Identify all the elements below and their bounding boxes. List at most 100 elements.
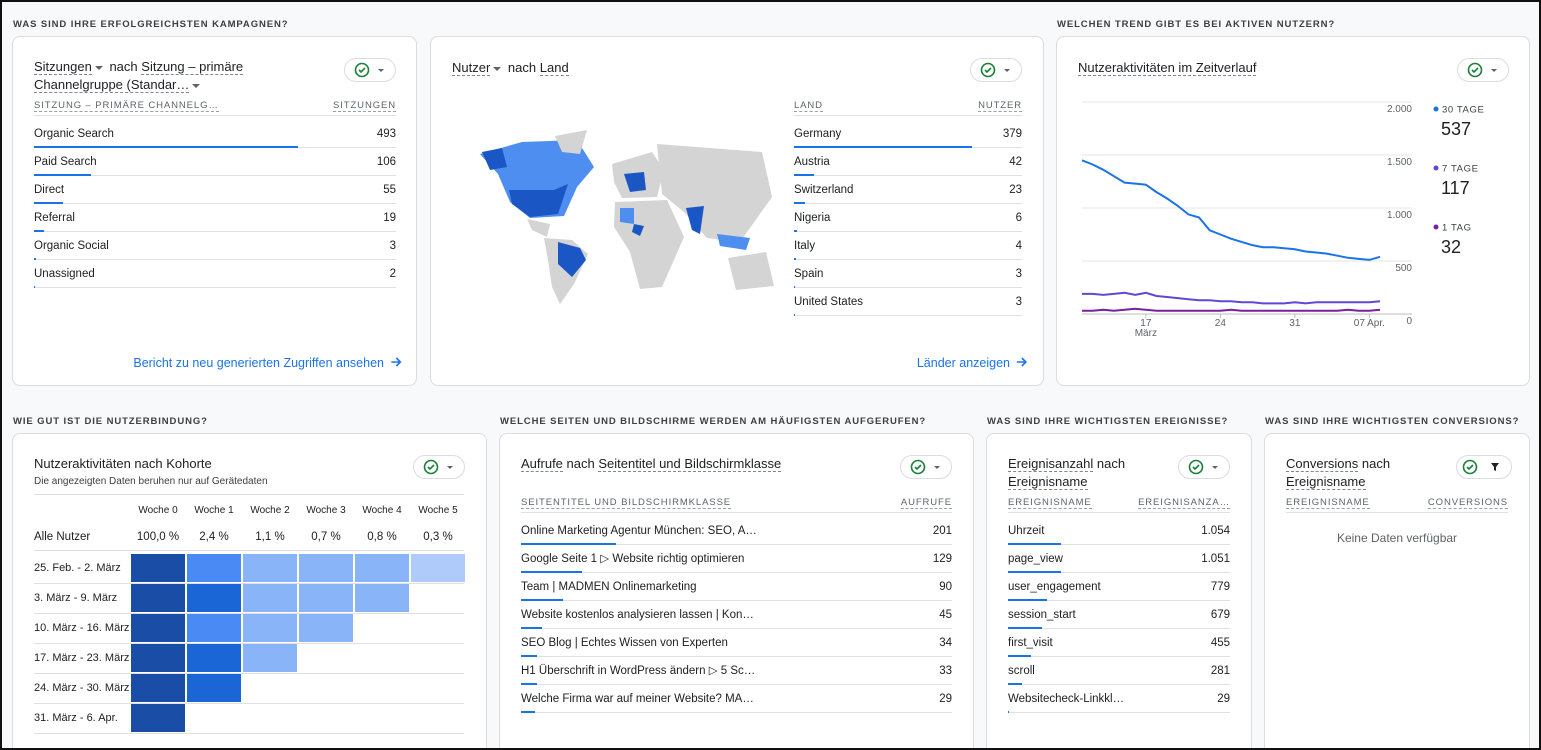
row-value: 455 [1210, 637, 1230, 649]
cohort-cell [355, 584, 409, 612]
row-value: 1.051 [1201, 553, 1230, 565]
row-rule [521, 600, 952, 601]
row-value: 6 [1015, 212, 1022, 224]
compare-button[interactable] [413, 455, 465, 479]
cohort-cell [131, 704, 185, 732]
row-label: Italy [794, 240, 816, 252]
cohort-cell [131, 644, 185, 672]
card [430, 36, 1044, 386]
section-heading: WELCHEN TREND GIBT ES BEI AKTIVEN NUTZER… [1057, 19, 1336, 30]
row-label: Germany [794, 128, 842, 140]
value-bar [521, 683, 537, 685]
compare-button[interactable] [1457, 58, 1509, 82]
row-value: 29 [939, 693, 952, 705]
metric: Sitzungen [34, 59, 92, 75]
row-label: Referral [34, 212, 75, 224]
cohort-column: Woche 4 [362, 505, 402, 516]
compare-button[interactable] [1178, 455, 1230, 479]
row-label: scroll [1008, 665, 1035, 677]
row-value: 55 [383, 184, 396, 196]
header-rule [521, 512, 952, 513]
row-label: Website kostenlos analysieren lassen | K… [521, 609, 754, 621]
value-bar [34, 202, 64, 204]
dimension: Ereignisname [1286, 474, 1366, 490]
value-bar [34, 174, 91, 176]
cohort-row-label: 25. Feb. - 2. März [34, 562, 121, 574]
dropdown-caret[interactable] [493, 66, 502, 71]
row-rule [794, 315, 1022, 316]
cohort-cell [243, 554, 297, 582]
cohort-column: Woche 3 [306, 505, 346, 516]
row-rule [1008, 572, 1230, 573]
header-rule [794, 115, 1022, 116]
row-label: session_start [1008, 609, 1076, 621]
column-header-text: NUTZER [978, 100, 1022, 112]
cohort-column: Woche 5 [418, 505, 458, 516]
row-label: Google Seite 1 ▷ Website richtig optimie… [521, 553, 745, 565]
cohort-row-rule [34, 673, 464, 674]
row-value: 379 [1002, 128, 1022, 140]
card-title: Nutzer nach Land [452, 59, 752, 77]
cohort-row-rule [34, 613, 464, 614]
row-rule [794, 203, 1022, 204]
value-bar [521, 599, 564, 601]
row-rule [34, 550, 464, 551]
metric: Nutzer [452, 60, 491, 76]
column-header-text: EREIGNISNAME [1286, 497, 1370, 509]
dimension: Seitentitel und Bildschirmklasse [598, 456, 782, 472]
report-link[interactable]: Länder anzeigen [917, 356, 1028, 370]
row-value: 4 [1015, 240, 1022, 252]
card [1264, 433, 1530, 748]
row-label: Austria [794, 156, 830, 168]
chart-title: Nutzeraktivitäten im Zeitverlauf [1078, 60, 1257, 76]
row-rule [794, 287, 1022, 288]
row-label: Team | MADMEN Onlinemarketing [521, 581, 697, 593]
row-value: 33 [939, 665, 952, 677]
column-header: SITZUNGEN [333, 99, 396, 112]
dropdown-caret[interactable] [192, 83, 201, 88]
cohort-column: Woche 2 [250, 505, 290, 516]
column-header-text: SITZUNG – PRIMÄRE CHANNELG… [34, 100, 219, 112]
row-value: 201 [932, 525, 952, 537]
cohort-cell [411, 554, 465, 582]
compare-filter-buttons[interactable] [1456, 455, 1512, 479]
compare-button[interactable] [970, 58, 1022, 82]
by: nach [1361, 456, 1391, 471]
card-title: Ereignisanzahl nach Ereignisname [1008, 455, 1158, 491]
column-header-text: AUFRUFE [900, 497, 952, 509]
cohort-row-rule [34, 733, 464, 734]
row-label: Welche Firma war auf meiner Website? MA… [521, 693, 754, 705]
row-label: Nigeria [794, 212, 831, 224]
value-bar [794, 202, 805, 204]
row-rule [1008, 544, 1230, 545]
link-text: Länder anzeigen [916, 356, 1010, 370]
row-value: 3 [389, 240, 396, 252]
compare-button[interactable] [900, 455, 952, 479]
row-rule [1008, 628, 1230, 629]
card-title: Sitzungen nach Sitzung – primäre Channel… [34, 58, 324, 94]
x-tick-label: 17 März [1134, 318, 1157, 339]
by: nach [109, 59, 138, 74]
dropdown-caret[interactable] [94, 65, 103, 70]
row-rule [34, 287, 396, 288]
cohort-cell [187, 644, 241, 672]
cohort-row-label: 3. März - 9. März [34, 592, 118, 604]
cohort-cell [243, 614, 297, 642]
row-rule [521, 628, 952, 629]
column-header: AUFRUFE [900, 496, 952, 509]
row-label: Organic Search [34, 128, 114, 140]
cohort-row-rule [34, 703, 464, 704]
row-rule [521, 544, 952, 545]
value-bar [34, 230, 45, 232]
header-rule [1286, 512, 1508, 513]
report-link[interactable]: Bericht zu neu generierten Zugriffen ans… [133, 356, 402, 370]
row-label: Online Marketing Agentur München: SEO, A… [521, 525, 757, 537]
column-header: SEITENTITEL UND BILDSCHIRMKLASSE [521, 496, 732, 509]
row-value: 679 [1210, 609, 1230, 621]
section-heading: WAS SIND IHRE ERFOLGREICHSTEN KAMPAGNEN? [13, 19, 289, 30]
value-bar [1008, 627, 1043, 629]
cohort-all-value: 100,0 % [136, 531, 180, 543]
compare-button[interactable] [344, 58, 396, 82]
metric: Aufrufe [521, 456, 563, 472]
